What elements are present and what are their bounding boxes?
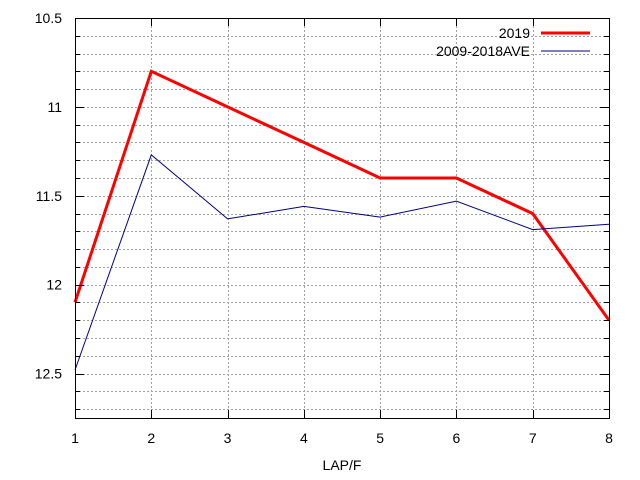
legend: 2019 2009-2018AVE — [436, 25, 590, 59]
plot-frame — [75, 18, 610, 419]
y-tick-label: 11.5 — [36, 188, 62, 204]
x-tick-label: 5 — [376, 430, 384, 446]
x-tick-labels: 1 2 3 4 5 6 7 8 — [71, 430, 613, 446]
x-tick-label: 2 — [147, 430, 155, 446]
x-tick-label: 6 — [453, 430, 461, 446]
x-tick-label: 1 — [71, 430, 79, 446]
series-line-1 — [73, 69, 611, 322]
y-tick-labels: 10.5 11 11.5 12 12.5 — [35, 10, 62, 382]
legend-label-1: 2019 — [499, 25, 530, 41]
series-line-2 — [74, 154, 610, 371]
ticks — [75, 18, 610, 418]
x-tick-label: 3 — [224, 430, 232, 446]
x-axis-label: LAP/F — [323, 457, 362, 473]
y-tick-label: 12.5 — [35, 366, 62, 382]
y-tick-label: 11 — [47, 99, 62, 115]
x-tick-label: 7 — [529, 430, 537, 446]
y-tick-label: 10.5 — [35, 10, 62, 26]
x-tick-label: 8 — [605, 430, 613, 446]
x-tick-label: 4 — [300, 430, 308, 446]
grid — [75, 18, 609, 418]
series-lines — [73, 69, 611, 371]
y-tick-label: 12 — [46, 277, 62, 293]
legend-label-2: 2009-2018AVE — [436, 43, 530, 59]
